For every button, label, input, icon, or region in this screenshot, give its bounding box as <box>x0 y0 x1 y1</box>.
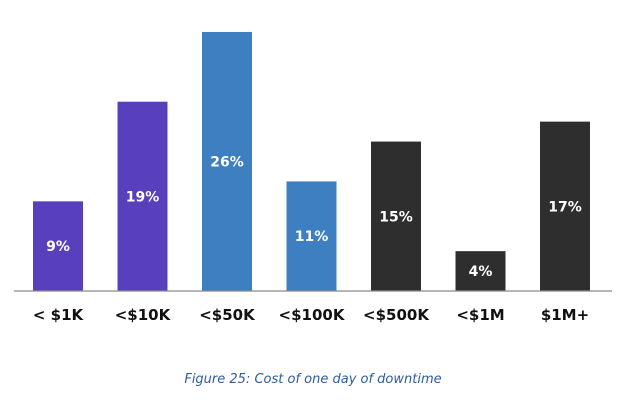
data-label: 9% <box>46 239 70 255</box>
x-tick-label: <$500K <box>363 306 430 324</box>
data-label: 4% <box>469 264 493 280</box>
bar <box>371 141 421 291</box>
bar <box>33 201 83 291</box>
bar <box>540 121 590 291</box>
bar-chart: 9% 19% 26% 11% 15% 4% 17% < $1K <$10K <$50K <$100… <box>14 31 612 324</box>
data-label: 11% <box>295 229 329 245</box>
x-tick-label: < $1K <box>33 306 85 324</box>
x-tick-label: $1M+ <box>541 306 589 324</box>
data-labels: 9% 19% 26% 11% 15% 4% 17% <box>46 154 582 280</box>
figure-caption: Figure 25: Cost of one day of downtime <box>184 372 442 387</box>
data-label: 17% <box>548 199 582 215</box>
bar <box>202 31 252 292</box>
x-tick-labels: < $1K <$10K <$50K <$100K <$500K <$1M $1M+ <box>33 306 589 324</box>
bar <box>117 101 168 291</box>
bars <box>33 31 590 292</box>
data-label: 19% <box>126 189 160 205</box>
bar <box>455 251 506 291</box>
x-tick-label: <$1M <box>456 306 504 324</box>
x-tick-label: <$50K <box>199 306 256 324</box>
data-label: 15% <box>379 209 413 225</box>
x-tick-label: <$100K <box>279 306 346 324</box>
bar <box>286 181 337 291</box>
data-label: 26% <box>210 154 244 170</box>
x-tick-label: <$10K <box>115 306 172 324</box>
